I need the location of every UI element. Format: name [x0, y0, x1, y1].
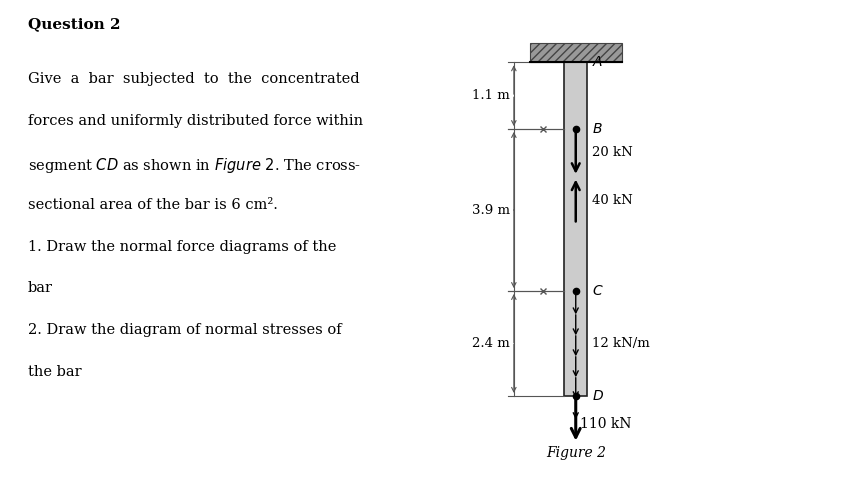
Text: $A$: $A$	[592, 55, 603, 69]
Text: $C$: $C$	[592, 284, 603, 298]
Text: 12 kN/m: 12 kN/m	[592, 337, 649, 350]
Text: 20 kN: 20 kN	[592, 147, 632, 160]
Text: 1. Draw the normal force diagrams of the: 1. Draw the normal force diagrams of the	[28, 240, 336, 254]
Bar	[530, 43, 621, 62]
Text: forces and uniformly distributed force within: forces and uniformly distributed force w…	[28, 114, 363, 128]
Text: 2. Draw the diagram of normal stresses of: 2. Draw the diagram of normal stresses o…	[28, 323, 342, 337]
Text: the bar: the bar	[28, 365, 82, 379]
Text: 2.4 m: 2.4 m	[472, 337, 509, 350]
Text: 1.1 m: 1.1 m	[472, 89, 509, 102]
Text: sectional area of the bar is 6 cm².: sectional area of the bar is 6 cm².	[28, 198, 278, 212]
Text: $D$: $D$	[592, 389, 604, 403]
Text: 40 kN: 40 kN	[592, 194, 632, 207]
Text: segment $\mathit{CD}$ as shown in $\mathit{Figure\ 2}$. The cross-: segment $\mathit{CD}$ as shown in $\math…	[28, 156, 361, 174]
Text: Figure 2: Figure 2	[546, 446, 605, 460]
Text: $B$: $B$	[592, 122, 602, 136]
Bar	[564, 62, 588, 396]
Text: Question 2: Question 2	[28, 17, 120, 31]
Text: 3.9 m: 3.9 m	[472, 203, 509, 216]
Text: Give  a  bar  subjected  to  the  concentrated: Give a bar subjected to the concentrated	[28, 72, 360, 86]
Text: bar: bar	[28, 281, 53, 295]
Text: 110 kN: 110 kN	[580, 417, 632, 431]
